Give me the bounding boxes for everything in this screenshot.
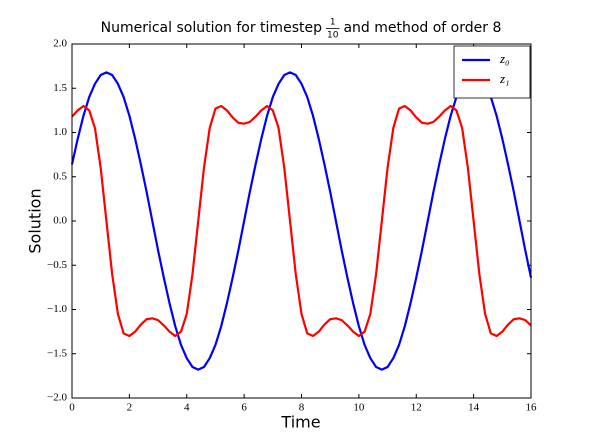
y-tick-label: −0.5 [47,259,67,271]
chart-title: Numerical solution for timestep [101,20,322,36]
x-tick-label: 12 [411,402,422,414]
legend-label: z₁ [499,71,510,86]
series-line [70,71,533,371]
y-tick-label: −1.5 [47,347,67,359]
x-tick-label: 8 [299,402,305,414]
x-tick-label: 0 [69,402,75,414]
x-tick-label: 10 [353,402,365,414]
series-line [71,104,532,338]
title-fraction-numerator: 1 [330,18,336,28]
y-tick-label: −1.0 [47,303,67,315]
x-axis-label: Time [280,413,320,432]
x-tick-label: 6 [241,402,247,414]
y-tick-label: 0.5 [53,170,67,182]
legend-box [453,45,531,99]
plot-frame [71,43,532,399]
title-fraction-denominator: 10 [327,31,339,41]
y-tick-label: 1.0 [53,126,67,138]
x-tick-label: 2 [127,402,133,414]
y-tick-label: 1.5 [53,82,67,94]
y-tick-label: −2.0 [47,392,67,404]
x-tick-label: 14 [468,402,480,414]
chart-title: and method of order 8 [343,20,501,36]
legend-label: z₀ [499,51,510,66]
y-tick-label: 0.0 [53,215,67,227]
x-tick-label: 4 [184,402,190,414]
y-tick-label: 2.0 [53,38,67,50]
x-tick-label: 16 [526,402,538,414]
y-axis-label: Solution [26,188,45,253]
